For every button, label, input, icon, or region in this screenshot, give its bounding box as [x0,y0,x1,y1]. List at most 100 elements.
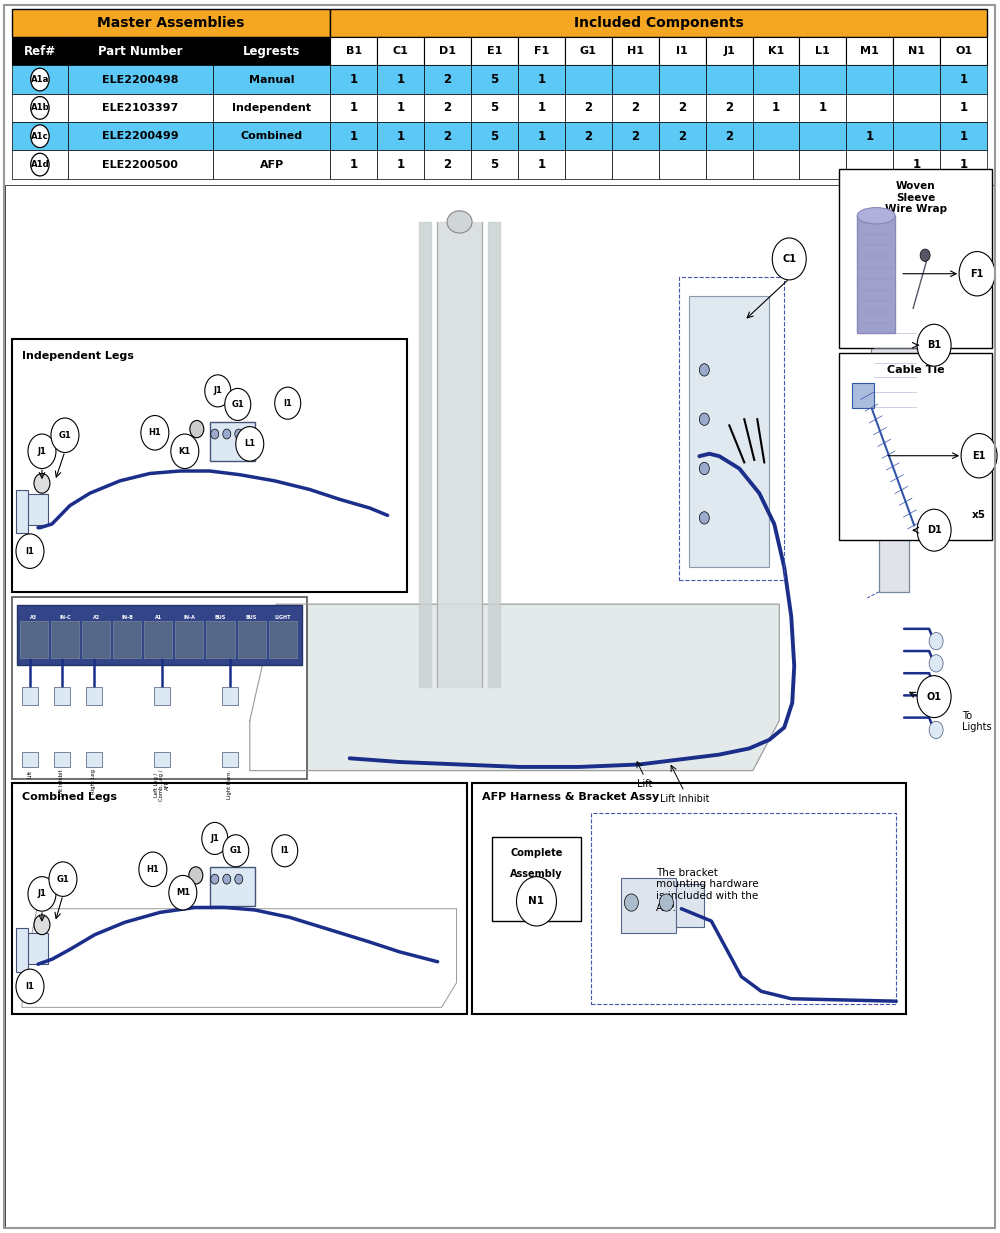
FancyBboxPatch shape [175,621,203,658]
FancyBboxPatch shape [12,37,68,65]
Circle shape [699,462,709,475]
Circle shape [31,68,49,91]
FancyBboxPatch shape [846,150,893,179]
Text: A1a: A1a [31,75,49,84]
Text: 1: 1 [960,73,968,86]
FancyBboxPatch shape [471,94,518,122]
Text: K1: K1 [768,46,784,57]
Text: Independent: Independent [232,102,311,113]
FancyBboxPatch shape [20,933,48,964]
FancyBboxPatch shape [222,752,238,767]
FancyBboxPatch shape [424,65,471,94]
FancyBboxPatch shape [565,122,612,150]
Circle shape [272,835,298,867]
FancyBboxPatch shape [940,65,987,94]
FancyBboxPatch shape [424,150,471,179]
FancyBboxPatch shape [799,94,846,122]
Text: Lift Inhibit: Lift Inhibit [59,769,64,797]
Text: 1: 1 [397,129,405,143]
FancyBboxPatch shape [612,150,659,179]
FancyBboxPatch shape [238,621,266,658]
Text: I1: I1 [26,546,34,556]
FancyBboxPatch shape [799,122,846,150]
Circle shape [235,429,243,439]
Text: I1: I1 [283,398,292,408]
FancyBboxPatch shape [565,37,612,65]
Text: E1: E1 [972,451,986,461]
Text: J1: J1 [38,446,46,456]
Text: Part Number: Part Number [98,44,183,58]
Text: IN-B: IN-B [121,615,133,620]
Text: Included Components: Included Components [574,16,744,30]
Text: 1: 1 [537,158,545,171]
Circle shape [28,434,56,469]
Text: A1: A1 [155,615,162,620]
Text: H1: H1 [627,46,644,57]
FancyBboxPatch shape [12,339,407,592]
Text: Left Leg /
Comb. Leg /
AFP: Left Leg / Comb. Leg / AFP [154,769,170,800]
Text: J1: J1 [213,386,222,396]
Text: To
Lights: To Lights [962,710,992,732]
FancyBboxPatch shape [706,94,753,122]
Text: ELE2103397: ELE2103397 [102,102,179,113]
FancyBboxPatch shape [492,837,581,921]
Text: J1: J1 [38,889,46,899]
Text: 1: 1 [866,129,874,143]
Text: 1: 1 [350,158,358,171]
Text: 2: 2 [584,129,592,143]
Text: Light Harn.: Light Harn. [227,769,232,799]
FancyBboxPatch shape [12,150,68,179]
FancyBboxPatch shape [86,687,102,705]
Text: A1c: A1c [31,132,49,141]
Circle shape [929,721,943,739]
Circle shape [772,238,806,280]
FancyBboxPatch shape [659,122,706,150]
Text: I1: I1 [280,846,289,856]
FancyBboxPatch shape [82,621,110,658]
FancyBboxPatch shape [471,37,518,65]
Circle shape [223,874,231,884]
FancyBboxPatch shape [839,169,992,348]
Text: A2: A2 [93,615,100,620]
Text: 1: 1 [350,129,358,143]
FancyBboxPatch shape [659,37,706,65]
FancyBboxPatch shape [12,122,68,150]
FancyBboxPatch shape [20,621,48,658]
FancyBboxPatch shape [689,296,769,567]
FancyBboxPatch shape [706,65,753,94]
Circle shape [28,877,56,911]
FancyBboxPatch shape [799,65,846,94]
Text: 1: 1 [397,158,405,171]
FancyBboxPatch shape [206,621,235,658]
Text: G1: G1 [59,430,71,440]
FancyBboxPatch shape [377,150,424,179]
Text: 1: 1 [397,101,405,115]
FancyBboxPatch shape [706,37,753,65]
FancyBboxPatch shape [565,150,612,179]
Text: C1: C1 [393,46,409,57]
Text: 2: 2 [725,101,733,115]
Circle shape [236,427,264,461]
Circle shape [31,125,49,148]
Text: 1: 1 [537,73,545,86]
Circle shape [169,875,197,910]
FancyBboxPatch shape [871,308,919,419]
FancyBboxPatch shape [839,353,992,540]
FancyBboxPatch shape [471,122,518,150]
FancyBboxPatch shape [518,94,565,122]
Text: IN-A: IN-A [183,615,195,620]
Text: Lift: Lift [637,779,652,789]
FancyBboxPatch shape [940,150,987,179]
Circle shape [929,677,943,694]
Text: 1: 1 [537,101,545,115]
Circle shape [34,915,50,935]
FancyBboxPatch shape [612,122,659,150]
FancyBboxPatch shape [154,752,170,767]
Circle shape [16,534,44,568]
Text: LIGHT: LIGHT [274,615,291,620]
Circle shape [959,252,995,296]
Text: 2: 2 [444,73,452,86]
Circle shape [205,375,231,407]
FancyBboxPatch shape [518,150,565,179]
Text: 1: 1 [397,73,405,86]
